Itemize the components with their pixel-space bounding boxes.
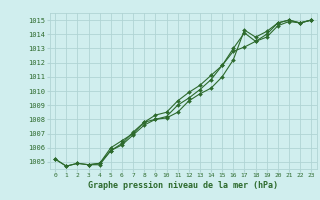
X-axis label: Graphe pression niveau de la mer (hPa): Graphe pression niveau de la mer (hPa) <box>88 181 278 190</box>
